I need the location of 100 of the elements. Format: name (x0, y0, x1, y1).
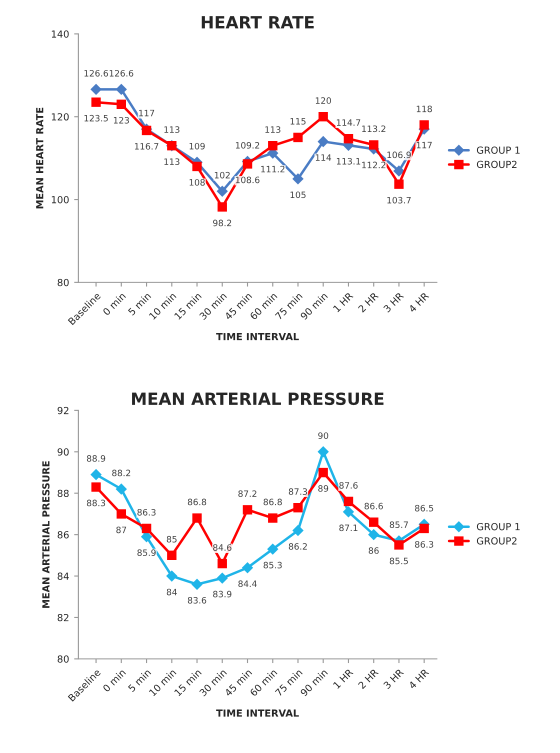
y-tick-label: 86 (58, 531, 69, 538)
x-tick-label: 3 HR (383, 292, 404, 313)
point (267, 544, 278, 555)
point (242, 562, 253, 574)
chart-title: MEAN ARTERIAL PRESSURE (132, 392, 384, 406)
point (218, 202, 227, 212)
x-tick-label: 1 HR (332, 668, 354, 689)
data-label: 88.3 (86, 500, 106, 506)
point (167, 550, 176, 560)
x-tick-label: 3 HR (383, 668, 404, 690)
data-label: 113.2 (362, 125, 386, 132)
data-label: 98.2 (213, 220, 232, 226)
data-label: 87.2 (238, 490, 256, 497)
data-label: 112.2 (362, 162, 386, 168)
y-tick-label: 82 (58, 614, 68, 622)
y-axis-title: MEAN ARTERIAL PRESSURE (42, 461, 50, 608)
y-tick-label: 100 (52, 196, 69, 204)
y-tick-label: 84 (58, 572, 69, 580)
data-label: 118 (416, 106, 432, 112)
data-label: 88.9 (86, 455, 106, 462)
data-label: 103.7 (387, 196, 411, 204)
point (268, 513, 278, 523)
data-label: 87 (116, 526, 126, 534)
y-tick-label: 90 (58, 448, 69, 456)
x-tick-label: 0 min (102, 668, 126, 692)
data-label: 86.8 (264, 498, 282, 506)
y-axis-title: MEAN HEART RATE (36, 108, 44, 208)
point (142, 524, 152, 534)
data-label: 90 (318, 432, 328, 439)
y-tick-label: 140 (52, 30, 69, 38)
data-label: 116.7 (134, 143, 158, 150)
data-label: 87.3 (288, 488, 308, 495)
point (419, 524, 429, 534)
point (293, 503, 303, 512)
point (242, 159, 252, 169)
point (116, 484, 127, 495)
y-tick-label: 80 (58, 655, 69, 663)
data-label: 113 (164, 158, 180, 165)
data-label: 83.6 (188, 596, 206, 604)
point (343, 506, 354, 518)
data-label: 109.2 (236, 142, 260, 149)
point (292, 525, 304, 536)
data-label: 114.7 (336, 119, 360, 126)
legend-label: GROUP 1 (476, 522, 520, 530)
data-label: 86.8 (188, 498, 206, 506)
point (318, 136, 329, 147)
point (293, 132, 303, 142)
data-label: 120 (316, 97, 331, 104)
data-label: 86.3 (137, 508, 156, 516)
point (394, 540, 404, 550)
data-label: 115 (290, 118, 306, 125)
point (318, 112, 328, 122)
x-tick-label: 1 HR (332, 292, 354, 312)
x-axis-title: TIME INTERVAL (216, 710, 299, 717)
point (394, 166, 404, 176)
point (318, 446, 329, 458)
point (218, 558, 227, 568)
point (91, 482, 101, 492)
data-label: 123.5 (84, 114, 108, 122)
y-tick-label: 120 (52, 113, 69, 121)
data-label: 117 (139, 110, 154, 116)
legend-label: GROUP 1 (476, 146, 520, 154)
data-label: 114 (316, 154, 332, 161)
y-tick-label: 88 (58, 490, 69, 498)
data-label: 113.1 (336, 158, 360, 165)
point (344, 134, 354, 144)
legend-label: GROUP2 (476, 160, 516, 168)
data-label: 86.3 (415, 541, 434, 548)
data-label: 84.4 (238, 580, 257, 588)
data-label: 85.9 (137, 549, 156, 556)
x-tick-label: 0 min (102, 292, 126, 316)
data-label: 85.3 (264, 562, 282, 568)
data-label: 86 (368, 547, 379, 554)
point (90, 469, 102, 480)
point (369, 140, 378, 150)
point (166, 570, 178, 582)
data-label: 126.6 (84, 70, 108, 77)
point (90, 84, 102, 95)
data-label: 111.2 (261, 166, 284, 172)
chart-title: HEART RATE (202, 16, 314, 28)
data-label: 87.6 (339, 482, 358, 489)
data-label: 108.6 (236, 176, 260, 184)
data-label: 123 (114, 116, 129, 124)
point (268, 141, 278, 150)
legend-label: GROUP2 (476, 537, 516, 545)
point (369, 518, 378, 527)
data-label: 86.5 (415, 504, 434, 512)
data-label: 109 (190, 142, 205, 150)
point (116, 84, 127, 95)
point (91, 98, 101, 107)
point (344, 496, 354, 506)
point (419, 120, 429, 130)
point (192, 162, 202, 172)
point (368, 529, 380, 540)
data-label: 85 (166, 536, 177, 543)
y-tick-label: 92 (58, 406, 68, 414)
x-tick-label: 4 HR (408, 668, 430, 690)
data-label: 117 (416, 142, 432, 148)
data-label: 84 (166, 588, 177, 596)
data-label: 85.5 (390, 558, 408, 564)
